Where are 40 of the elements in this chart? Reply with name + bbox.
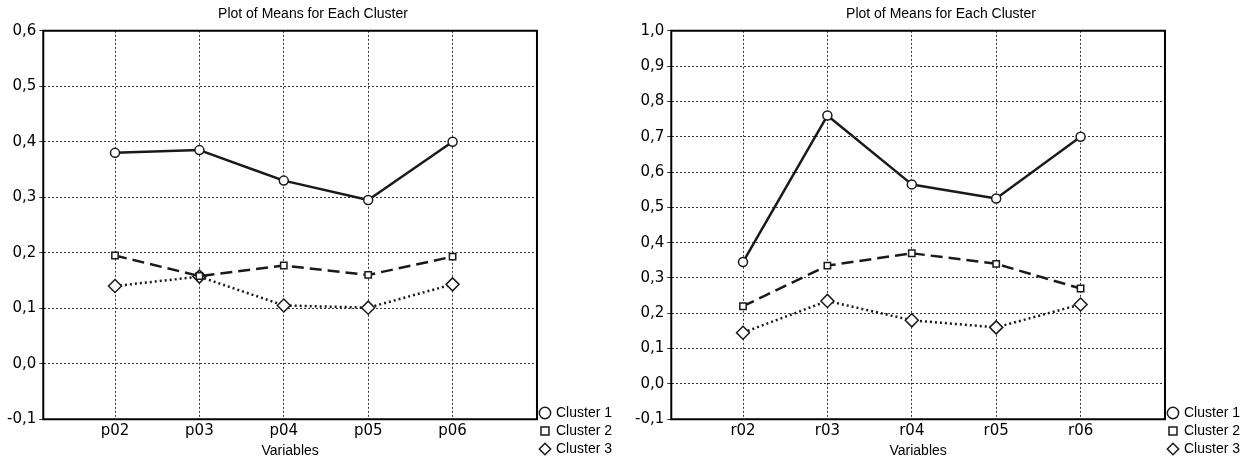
y-tick-label: 0,4: [640, 232, 665, 251]
y-tick-label: 1,0: [640, 20, 665, 39]
y-tick-label: 0,3: [640, 267, 665, 286]
x-tick-label: p03: [185, 421, 214, 440]
y-tick-label: 0,2: [640, 303, 665, 322]
x-tick-label: p06: [438, 421, 467, 440]
y-tick-label: -0,1: [634, 409, 665, 428]
x-tick-label: r03: [814, 421, 841, 440]
legend-label: Cluster 3: [555, 439, 613, 456]
y-tick-label: 0,3: [12, 187, 37, 206]
y-tick-label: 0,6: [12, 20, 37, 39]
x-tick-label: p04: [269, 421, 299, 440]
y-tick-label: 0,1: [640, 338, 665, 357]
y-tick-label: 0,4: [12, 131, 37, 150]
legend-label: Cluster 1: [1183, 403, 1241, 420]
legend-label: Cluster 2: [555, 421, 613, 438]
chart-title: Plot of Means for Each Cluster: [846, 5, 1037, 22]
y-tick-label: 0,7: [640, 126, 665, 145]
x-tick-label: r02: [730, 421, 756, 440]
x-tick-label: p05: [353, 421, 383, 440]
y-tick-label: -0,1: [6, 409, 37, 428]
x-axis-title: Variables: [261, 442, 319, 459]
y-tick-label: 0,6: [640, 161, 665, 180]
y-tick-label: 0,5: [640, 197, 665, 216]
x-tick-label: r06: [1067, 421, 1094, 440]
x-tick-label: r04: [899, 421, 925, 440]
y-tick-label: 0,9: [640, 56, 665, 74]
chart-title: Plot of Means for Each Cluster: [218, 5, 409, 22]
legend-label: Cluster 2: [1183, 421, 1241, 438]
y-tick-label: 0,5: [12, 76, 37, 95]
legend-label: Cluster 1: [555, 403, 613, 420]
y-tick-label: 0,8: [640, 91, 665, 110]
x-tick-label: r05: [983, 421, 1009, 440]
y-tick-label: 0,2: [12, 242, 37, 261]
y-tick-label: 0,0: [12, 353, 37, 372]
y-tick-label: 0,1: [12, 298, 37, 317]
x-axis-title: Variables: [889, 442, 947, 459]
legend-label: Cluster 3: [1183, 439, 1241, 456]
y-tick-label: 0,0: [640, 373, 665, 392]
x-tick-label: p02: [100, 421, 130, 440]
